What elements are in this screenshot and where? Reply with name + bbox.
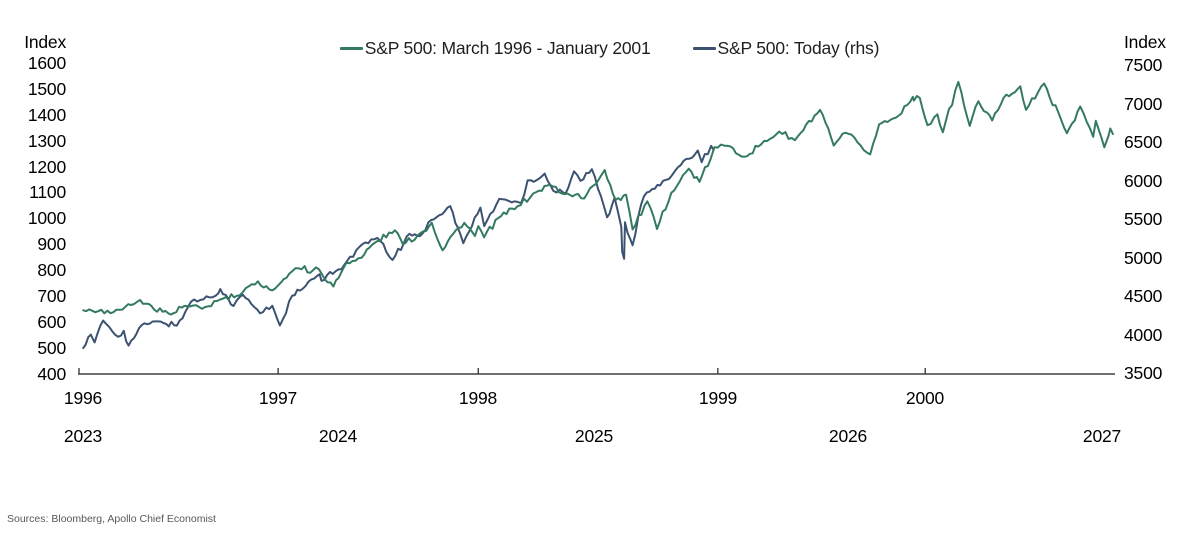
right-axis-tick: 6000 [1124, 171, 1163, 191]
right-axis-tick: 6500 [1124, 132, 1163, 152]
right-axis-tick: 4000 [1124, 325, 1163, 345]
left-axis-tick: 1000 [27, 208, 66, 228]
left-axis-tick: 1400 [27, 105, 66, 125]
left-axis-tick: 1500 [27, 79, 66, 99]
legend-item-today: S&P 500: Today (rhs) [692, 38, 880, 59]
right-axis-tick: 7500 [1124, 55, 1163, 75]
green-line-swatch-icon [339, 47, 363, 50]
blue-line-swatch-icon [692, 47, 716, 50]
x-axis-year-top: 1996 [63, 388, 103, 408]
left-axis-tick: 400 [37, 364, 66, 384]
left-axis-tick: 500 [37, 338, 66, 358]
left-axis-tick: 1300 [27, 131, 66, 151]
left-axis-tick: 1200 [27, 157, 66, 177]
right-axis-tick: 7000 [1124, 94, 1163, 114]
source-note: Sources: Bloomberg, Apollo Chief Economi… [7, 513, 216, 525]
x-axis-year-bottom: 2025 [574, 426, 614, 446]
x-axis-year-bottom: 2023 [63, 426, 103, 446]
x-axis-year-bottom: 2027 [1082, 426, 1122, 446]
left-axis-tick: 1600 [27, 53, 66, 73]
left-axis-tick: 900 [37, 234, 66, 254]
x-axis-year-bottom: 2024 [318, 426, 358, 446]
left-axis-title: Index [24, 32, 66, 52]
legend-label-today: S&P 500: Today (rhs) [717, 38, 880, 58]
left-axis-tick: 700 [37, 286, 66, 306]
x-axis-year-top: 1999 [698, 388, 738, 408]
right-axis-tick: 5000 [1124, 248, 1163, 268]
legend-item-1996-2001: S&P 500: March 1996 - January 2001 [339, 38, 651, 59]
left-axis-tick: 1100 [29, 182, 66, 202]
right-axis-tick: 3500 [1124, 363, 1163, 383]
right-axis-title: Index [1124, 32, 1166, 52]
legend-label-1996-2001: S&P 500: March 1996 - January 2001 [364, 38, 651, 58]
series-line-today [82, 144, 715, 350]
x-axis-year-top: 1998 [458, 388, 498, 408]
x-axis-year-top: 1997 [258, 388, 298, 408]
left-axis-tick: 600 [37, 312, 66, 332]
chart-legend: S&P 500: March 1996 - January 2001 S&P 5… [10, 38, 1199, 59]
x-axis-year-top: 2000 [905, 388, 945, 408]
right-axis-tick: 5500 [1124, 209, 1163, 229]
right-axis-tick: 4500 [1124, 286, 1163, 306]
series-line-1996-2001 [82, 80, 1114, 316]
x-axis-year-bottom: 2026 [828, 426, 868, 446]
left-axis-tick: 800 [37, 260, 66, 280]
